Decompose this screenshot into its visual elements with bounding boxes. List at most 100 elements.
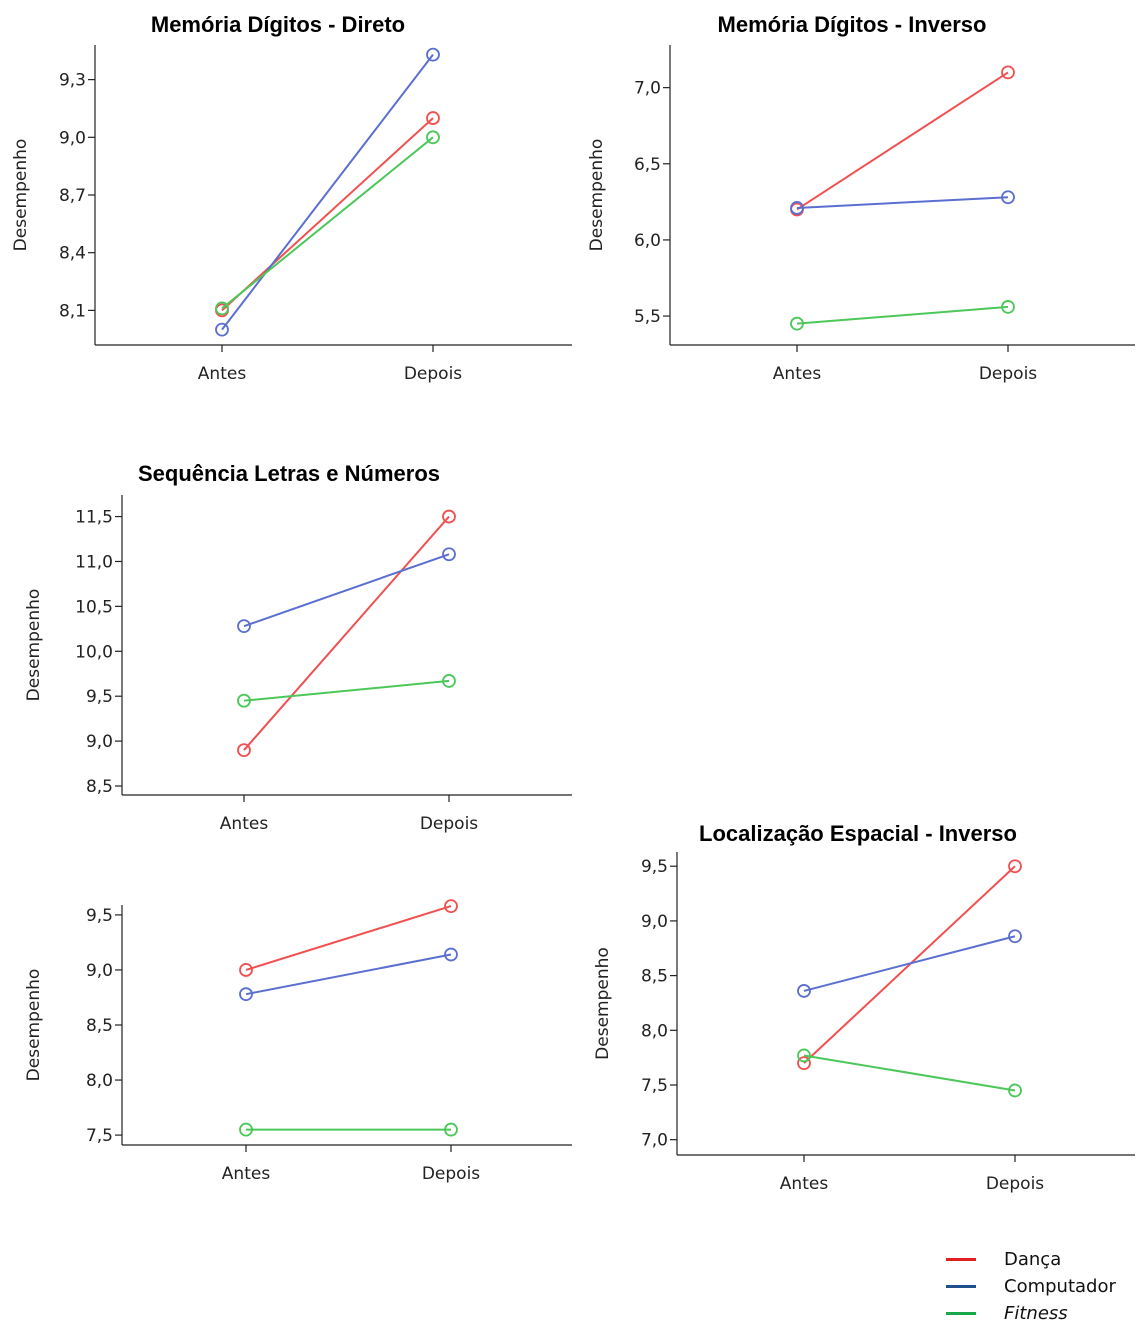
y-tick-label: 6,5 bbox=[634, 155, 661, 175]
y-tick-label: 9,0 bbox=[86, 732, 113, 752]
data-point-danca bbox=[239, 963, 253, 977]
data-point-computador bbox=[442, 547, 456, 562]
series-line-danca bbox=[221, 117, 434, 312]
legend-label-fitness: Fitness bbox=[1004, 1303, 1068, 1324]
series-line-computador bbox=[796, 196, 1009, 209]
y-tick-label: 9,0 bbox=[59, 128, 86, 148]
legend-label-computador: Computador bbox=[1004, 1276, 1116, 1297]
y-tick-label: 11,0 bbox=[75, 552, 113, 572]
data-point-computador bbox=[444, 947, 458, 962]
chart-panel-1: Memória Dígitos - Direto Desempenho 8,1 8,4… bbox=[11, 12, 572, 384]
y-tick-label: 8,5 bbox=[641, 967, 668, 987]
data-point-danca bbox=[426, 111, 440, 125]
chart-panel-2: Memória Dígitos - Inverso Desempenho 5,5 6,… bbox=[587, 12, 1135, 384]
series-line-fitness bbox=[803, 1054, 1016, 1092]
x-tick-label: Depois bbox=[986, 1174, 1044, 1194]
data-point-fitness bbox=[426, 130, 440, 145]
data-point-danca bbox=[797, 1056, 811, 1071]
data-point-computador bbox=[239, 987, 253, 1002]
y-tick-label: 10,0 bbox=[75, 642, 113, 662]
legend-item-danca: Dança bbox=[946, 1246, 1131, 1273]
data-point-fitness bbox=[444, 1122, 458, 1137]
y-tick-label: 8,0 bbox=[86, 1071, 113, 1091]
data-point-danca bbox=[442, 509, 456, 524]
data-point-fitness bbox=[237, 693, 251, 708]
x-tick-label: Depois bbox=[404, 364, 462, 384]
y-tick-label: 9,5 bbox=[86, 906, 113, 926]
y-tick-label: 7,0 bbox=[641, 1131, 668, 1151]
data-point-fitness bbox=[442, 674, 456, 688]
data-point-computador bbox=[1008, 929, 1022, 944]
chart-panel-3: Sequência Letras e Números Desempenho 8,5 9… bbox=[24, 461, 572, 834]
y-tick-label: 7,5 bbox=[86, 1126, 113, 1146]
y-axis-label: Desempenho bbox=[24, 969, 44, 1082]
data-point-danca bbox=[1001, 65, 1015, 80]
y-axis-label: Desempenho bbox=[593, 947, 613, 1060]
data-point-computador bbox=[790, 201, 804, 215]
series-line-computador bbox=[245, 953, 452, 996]
data-point-computador bbox=[797, 984, 811, 998]
y-tick-label: 8,5 bbox=[86, 1016, 113, 1036]
y-tick-label: 9,0 bbox=[86, 961, 113, 981]
y-axis-label: Desempenho bbox=[11, 139, 31, 252]
x-tick-label: Antes bbox=[198, 364, 247, 384]
x-tick-label: Depois bbox=[420, 814, 478, 834]
y-tick-label: 10,5 bbox=[75, 597, 113, 617]
y-tick-label: 8,1 bbox=[59, 301, 86, 321]
x-tick-label: Depois bbox=[422, 1164, 480, 1184]
y-tick-label: 7,0 bbox=[634, 79, 661, 99]
y-tick-label: 8,4 bbox=[59, 244, 86, 264]
series-line-fitness bbox=[221, 136, 434, 310]
series-line-computador bbox=[243, 553, 450, 628]
data-point-computador bbox=[1001, 190, 1015, 205]
legend-label-danca: Dança bbox=[1004, 1249, 1062, 1270]
data-point-computador bbox=[237, 619, 251, 634]
data-point-fitness bbox=[790, 316, 804, 331]
series-line-danca bbox=[803, 865, 1016, 1064]
y-tick-label: 9,5 bbox=[641, 857, 668, 877]
data-point-fitness bbox=[239, 1122, 253, 1137]
series-line-danca bbox=[796, 71, 1009, 211]
chart-title: Sequência Letras e Números bbox=[138, 461, 440, 486]
series-line-fitness bbox=[243, 679, 450, 702]
legend-swatch-fitness bbox=[946, 1312, 976, 1315]
legend-swatch-computador bbox=[946, 1285, 976, 1288]
chart-panel-5: Localização Espacial - Inverso Desempenho… bbox=[593, 821, 1135, 1194]
data-point-danca bbox=[237, 743, 251, 757]
data-point-danca bbox=[1008, 859, 1022, 874]
y-tick-label: 8,0 bbox=[641, 1021, 668, 1041]
y-tick-label: 9,3 bbox=[59, 71, 86, 91]
y-tick-label: 8,5 bbox=[86, 777, 113, 797]
x-tick-label: Antes bbox=[773, 364, 822, 384]
data-point-fitness bbox=[1008, 1083, 1022, 1098]
y-tick-label: 9,0 bbox=[641, 912, 668, 932]
legend: Dança Computador Fitness bbox=[946, 1246, 1131, 1327]
legend-swatch-danca bbox=[946, 1258, 976, 1261]
y-axis-label: Desempenho bbox=[587, 139, 607, 252]
data-point-computador bbox=[426, 47, 440, 62]
series-line-fitness bbox=[796, 305, 1009, 325]
chart-title: Localização Espacial - Inverso bbox=[699, 821, 1017, 846]
x-tick-label: Antes bbox=[220, 814, 269, 834]
data-point-computador bbox=[215, 322, 229, 337]
y-tick-label: 5,5 bbox=[634, 307, 661, 327]
chart-title: Memória Dígitos - Direto bbox=[151, 12, 405, 37]
series-line-computador bbox=[803, 935, 1016, 992]
series-line-danca bbox=[243, 515, 450, 751]
x-tick-label: Antes bbox=[222, 1164, 271, 1184]
y-tick-label: 9,5 bbox=[86, 687, 113, 707]
data-point-fitness bbox=[797, 1048, 811, 1063]
legend-item-fitness: Fitness bbox=[946, 1300, 1131, 1327]
y-tick-label: 8,7 bbox=[59, 186, 86, 206]
data-point-fitness bbox=[1001, 300, 1015, 314]
chart-title: Memória Dígitos - Inverso bbox=[718, 12, 987, 37]
series-line-danca bbox=[245, 905, 452, 971]
series-line-computador bbox=[221, 54, 434, 331]
y-axis-label: Desempenho bbox=[24, 589, 44, 702]
data-point-fitness bbox=[215, 301, 229, 316]
y-tick-label: 7,5 bbox=[641, 1076, 668, 1096]
y-tick-label: 11,5 bbox=[75, 508, 113, 528]
chart-panel-4: Desempenho 7,5 8,0 8,5 9,0 9,5 Antes Depois bbox=[24, 899, 572, 1184]
x-tick-label: Antes bbox=[780, 1174, 829, 1194]
